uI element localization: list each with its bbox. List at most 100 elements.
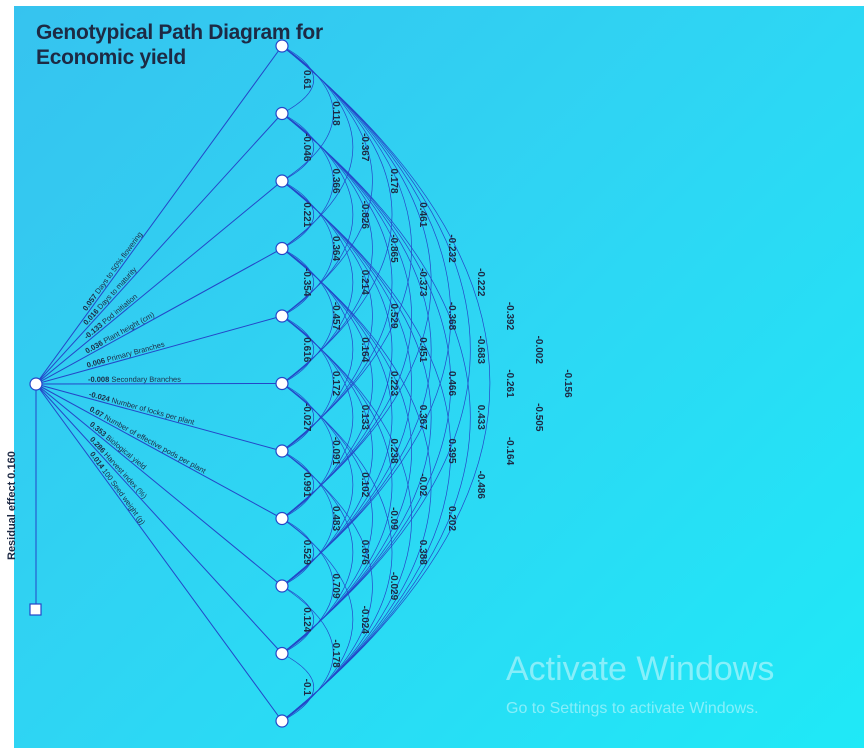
correlation-value-3-5: 0.133	[359, 405, 370, 430]
correlation-value-4-7: -0.029	[388, 572, 399, 601]
correlation-value-2-4: -0.457	[330, 302, 341, 331]
correlation-value-1-8: 0.529	[301, 540, 312, 565]
correlation-arc-5-11	[281, 315, 412, 722]
correlation-value-5-3: 0.451	[417, 337, 428, 362]
trait-node-10	[275, 646, 289, 661]
correlation-arc-1-9	[281, 45, 452, 587]
correlation-value-7-2: -0.683	[475, 336, 486, 365]
residual-box	[29, 603, 42, 616]
correlation-value-4-2: -0.865	[388, 234, 399, 263]
correlation-value-4-3: 0.529	[388, 303, 399, 328]
correlation-value-5-6: 0.388	[417, 540, 428, 565]
correlation-value-1-1: 0.61	[301, 70, 312, 90]
activate-windows-hint: Go to Settings to activate Windows.	[506, 700, 759, 717]
correlation-value-3-3: 0.214	[359, 270, 370, 295]
correlation-value-1-3: 0.221	[301, 202, 312, 227]
correlation-value-5-1: 0.461	[417, 202, 428, 227]
correlation-value-9-2: -0.505	[533, 403, 544, 432]
correlation-arc-2-9	[281, 113, 432, 587]
direct-path-10	[35, 383, 283, 654]
correlation-value-6-3: 0.466	[446, 371, 457, 396]
correlation-value-3-4: 0.164	[359, 337, 370, 362]
correlation-value-5-2: -0.373	[417, 268, 428, 297]
trait-node-9	[275, 579, 289, 593]
direct-path-1	[35, 45, 283, 385]
direct-path-2	[35, 113, 283, 385]
correlation-value-1-9: 0.124	[301, 607, 312, 632]
trait-node-5	[275, 309, 289, 323]
residual-effect-label: Residual effect 0.160	[6, 451, 18, 560]
correlation-value-5-4: 0.367	[417, 405, 428, 430]
correlation-arc-4-5	[281, 248, 314, 317]
direct-path-7	[35, 383, 283, 452]
correlation-arc-3-11	[281, 180, 452, 722]
correlation-arc-10-11	[281, 653, 314, 722]
trait-node-8	[275, 511, 289, 526]
correlation-value-6-4: 0.395	[446, 438, 457, 463]
correlation-value-4-4: 0.223	[388, 371, 399, 396]
trait-node-11	[275, 714, 289, 728]
correlation-value-1-10: -0.1	[301, 679, 312, 697]
correlation-value-1-5: 0.616	[301, 337, 312, 362]
trait-node-4	[275, 241, 289, 256]
correlation-value-7-3: 0.433	[475, 405, 486, 430]
correlation-arc-3-5	[281, 180, 334, 317]
diagram-title: Genotypical Path Diagram for Economic yi…	[36, 20, 323, 70]
correlation-arc-5-7	[281, 315, 334, 452]
correlation-value-1-6: -0.027	[301, 403, 312, 432]
correlation-value-2-9: -0.178	[330, 639, 341, 668]
direct-path-3	[35, 180, 283, 385]
yield-node	[29, 377, 43, 391]
trait-node-2	[275, 106, 289, 121]
correlation-value-4-1: 0.178	[388, 168, 399, 193]
correlation-arc-3-4	[281, 180, 314, 249]
correlation-arc-1-8	[281, 45, 432, 519]
correlation-arc-2-3	[281, 113, 314, 182]
correlation-value-7-1: -0.222	[475, 268, 486, 297]
correlation-value-2-1: 0.118	[330, 101, 341, 126]
correlation-value-3-7: 0.676	[359, 540, 370, 565]
correlation-arc-2-10	[281, 113, 452, 654]
correlation-value-10-1: -0.156	[562, 369, 573, 398]
direct-effect-label-6: -0.008 Secondary Branches	[88, 375, 181, 384]
correlation-value-1-2: -0.046	[301, 133, 312, 162]
correlation-value-8-2: -0.261	[504, 369, 515, 398]
trait-node-6	[275, 376, 289, 391]
correlation-value-2-8: 0.709	[330, 573, 341, 598]
direct-effect-value: -0.024	[88, 389, 113, 404]
correlation-arc-1-11	[281, 45, 491, 722]
correlation-value-3-2: -0.826	[359, 201, 370, 230]
correlation-value-2-7: 0.483	[330, 506, 341, 531]
direct-path-9	[35, 383, 283, 587]
correlation-value-6-5: 0.202	[446, 506, 457, 531]
correlation-arc-3-9	[281, 180, 412, 587]
correlation-arc-1-7	[281, 45, 412, 452]
correlation-value-5-5: -0.02	[417, 473, 428, 496]
correlation-arc-6-11	[281, 383, 393, 722]
direct-effect-value: -0.008	[88, 375, 111, 384]
correlation-arc-4-11	[281, 248, 432, 722]
correlation-value-3-1: -0.367	[359, 133, 370, 162]
correlation-value-3-6: 0.102	[359, 472, 370, 497]
correlation-value-2-5: 0.172	[330, 371, 341, 396]
trait-name: Secondary Branches	[111, 375, 181, 384]
correlation-arc-4-6	[281, 248, 334, 384]
correlation-value-8-1: -0.392	[504, 302, 515, 331]
correlation-arc-2-4	[281, 113, 334, 249]
correlation-value-8-3: -0.164	[504, 437, 515, 466]
correlation-arc-1-10	[281, 45, 471, 654]
correlation-arc-9-10	[281, 585, 314, 654]
correlation-value-9-1: -0.002	[533, 336, 544, 365]
correlation-value-4-6: -0.09	[388, 507, 399, 530]
diagram-panel	[14, 6, 864, 748]
correlation-value-4-5: 0.238	[388, 438, 399, 463]
correlation-arc-6-7	[281, 383, 314, 452]
direct-path-8	[35, 383, 283, 519]
correlation-arc-9-11	[281, 585, 334, 722]
title-line-2: Economic yield	[36, 46, 186, 69]
trait-name: Primary Branches	[106, 339, 166, 364]
correlation-arc-6-8	[281, 383, 334, 519]
correlation-value-6-1: -0.232	[446, 234, 457, 263]
